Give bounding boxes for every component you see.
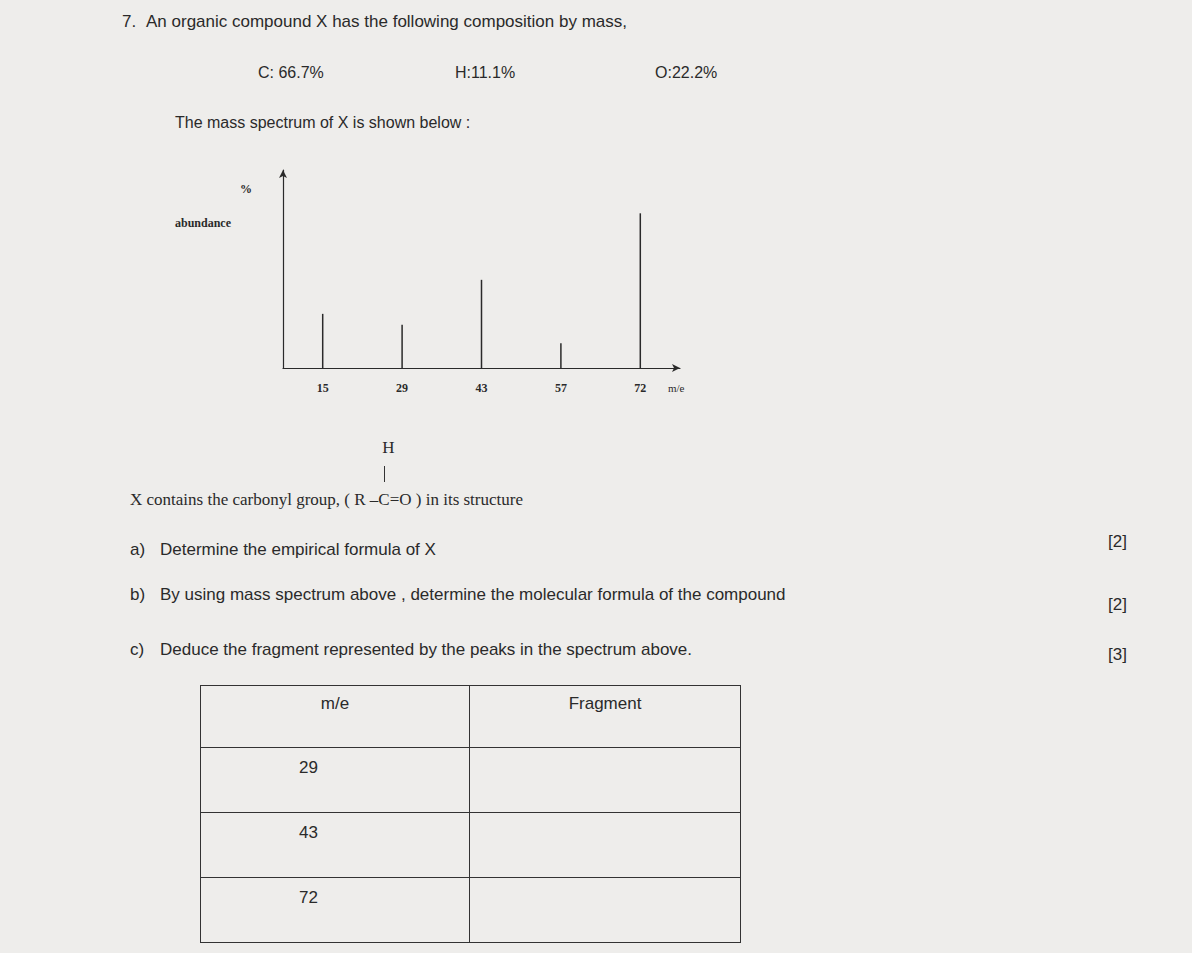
html-text:The mass spectrum of X is show: The mass spectrum of X is shown below : <box>175 114 471 131</box>
html-text:Fragment: Fragment <box>568 694 642 713</box>
html-text:=O) in its structure: =O) in its structure <box>389 490 523 509</box>
html-text:Determine the empirical formul: Determine the empirical formula of X <box>160 540 436 559</box>
html-text:Deduce the fragment represente: Deduce the fragment represented by the p… <box>160 640 692 659</box>
svg-text:15: 15 <box>317 381 329 395</box>
html-text:H:11.1%: H:11.1% <box>455 64 516 81</box>
html-text:72: 72 <box>299 888 318 907</box>
html-text:[2]: [2] <box>1108 595 1127 614</box>
svg-text:43: 43 <box>476 381 488 395</box>
html-text:29: 29 <box>299 758 318 777</box>
html-text:b): b) <box>130 585 146 604</box>
svg-text:57: 57 <box>555 381 567 395</box>
html-text:C: 66.7%: C: 66.7% <box>258 64 324 81</box>
html-text:c): c) <box>130 640 145 659</box>
html-text:O:22.2%: O:22.2% <box>655 64 718 81</box>
html-text:An organic compound X has the: An organic compound X has the following … <box>146 12 627 31</box>
svg-text:m/e: m/e <box>668 382 685 394</box>
html-text:43: 43 <box>299 823 318 842</box>
html-text:By using mass spectrum above ,: By using mass spectrum above , determine… <box>160 585 786 604</box>
html-text:a): a) <box>130 540 146 559</box>
svg-text:29: 29 <box>396 381 408 395</box>
html-text:abundance: abundance <box>175 216 231 230</box>
html-text:[2]: [2] <box>1108 532 1127 551</box>
html-text:X contains the carbonyl group,: X contains the carbonyl group, (R – C <box>130 490 390 509</box>
svg-text:72: 72 <box>634 381 646 395</box>
html-text:m/e: m/e <box>320 694 350 713</box>
html-text:H: H <box>382 438 395 457</box>
html-text:7.: 7. <box>122 12 137 31</box>
html-text:[3]: [3] <box>1108 645 1127 664</box>
